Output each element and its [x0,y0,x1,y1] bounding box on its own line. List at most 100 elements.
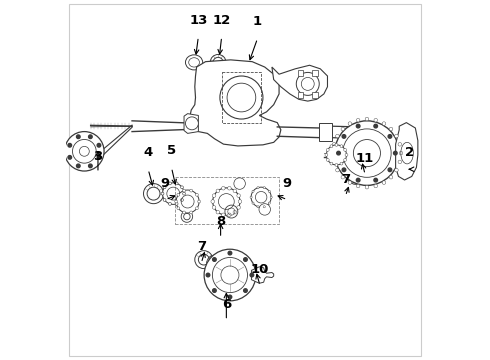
Circle shape [270,196,272,198]
Text: 8: 8 [216,215,225,228]
Circle shape [175,182,178,185]
Bar [298,92,303,98]
Circle shape [394,168,398,172]
Circle shape [389,127,393,131]
Circle shape [186,117,198,130]
Circle shape [212,206,216,209]
Circle shape [204,249,256,301]
Circle shape [336,134,339,138]
Circle shape [176,190,199,213]
Text: 3: 3 [93,150,102,163]
Circle shape [180,198,183,201]
Circle shape [177,193,180,196]
Circle shape [89,164,92,168]
Circle shape [76,135,80,139]
Circle shape [393,151,397,155]
Circle shape [221,186,225,190]
Circle shape [237,194,241,197]
Circle shape [161,192,164,195]
Circle shape [213,289,216,292]
Circle shape [331,151,335,155]
Circle shape [374,178,377,182]
Text: 6: 6 [222,297,231,311]
Circle shape [97,144,101,147]
Circle shape [180,186,183,189]
Circle shape [197,200,200,203]
Circle shape [342,135,346,138]
Circle shape [332,143,336,146]
Circle shape [251,187,271,207]
Circle shape [169,202,171,205]
Circle shape [257,186,259,189]
Circle shape [97,156,101,159]
Text: 1: 1 [253,15,262,28]
Circle shape [196,193,198,196]
Text: 4: 4 [144,146,153,159]
Text: 7: 7 [341,173,350,186]
Circle shape [228,295,232,299]
Circle shape [365,185,368,189]
Circle shape [356,184,360,188]
Circle shape [225,205,238,218]
Circle shape [340,162,343,165]
Circle shape [216,210,220,214]
Circle shape [206,273,210,277]
Circle shape [252,202,254,204]
Circle shape [388,135,392,138]
Bar [312,70,318,76]
Circle shape [76,164,80,168]
Circle shape [356,124,360,128]
Circle shape [365,117,368,121]
Circle shape [326,148,329,151]
Circle shape [374,118,377,122]
Circle shape [233,210,237,214]
Circle shape [163,186,166,189]
Circle shape [389,175,393,179]
Text: 9: 9 [283,177,292,190]
Circle shape [238,200,242,203]
Circle shape [336,168,339,172]
Circle shape [228,251,232,255]
Circle shape [330,162,333,165]
Circle shape [382,122,386,125]
Circle shape [177,207,180,210]
Circle shape [341,127,344,131]
Circle shape [296,72,319,95]
Bar [175,177,279,224]
Circle shape [356,178,360,182]
Circle shape [340,145,343,148]
Circle shape [190,211,193,214]
Circle shape [399,151,403,155]
Circle shape [398,143,402,146]
Bar [318,123,332,140]
Text: 13: 13 [189,14,208,27]
Circle shape [263,206,265,208]
Circle shape [183,192,186,195]
Circle shape [175,202,178,205]
Circle shape [227,186,231,190]
Circle shape [183,211,186,214]
Circle shape [212,194,216,197]
Circle shape [341,175,344,179]
Circle shape [268,202,270,204]
Circle shape [234,178,245,189]
Circle shape [325,153,328,156]
Circle shape [326,158,329,161]
Text: 12: 12 [213,14,231,27]
Text: 9: 9 [161,177,170,190]
Circle shape [220,76,263,119]
Circle shape [213,188,240,215]
Circle shape [335,163,338,166]
Bar [312,92,318,98]
Text: 10: 10 [251,263,269,276]
Circle shape [345,153,348,156]
Text: 2: 2 [405,146,415,159]
Circle shape [374,124,377,128]
Circle shape [89,135,92,139]
Circle shape [250,196,252,198]
Circle shape [183,189,186,192]
Circle shape [335,143,338,146]
Circle shape [250,273,254,277]
Circle shape [68,144,72,147]
Circle shape [237,206,241,209]
